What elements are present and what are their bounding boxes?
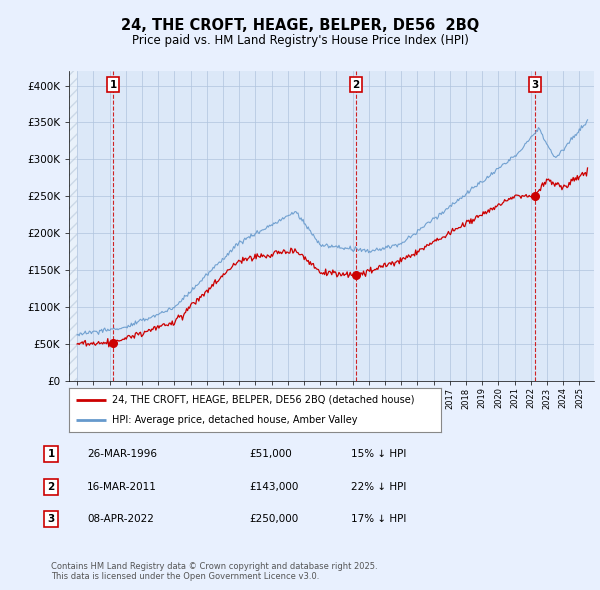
Text: 24, THE CROFT, HEAGE, BELPER, DE56 2BQ (detached house): 24, THE CROFT, HEAGE, BELPER, DE56 2BQ (… [112,395,414,405]
Text: £143,000: £143,000 [249,482,298,491]
Text: £250,000: £250,000 [249,514,298,524]
Text: 26-MAR-1996: 26-MAR-1996 [87,450,157,459]
Text: 1: 1 [47,450,55,459]
Bar [69,71,77,381]
Text: 2: 2 [352,80,359,90]
Text: 16-MAR-2011: 16-MAR-2011 [87,482,157,491]
Text: 15% ↓ HPI: 15% ↓ HPI [351,450,406,459]
Text: 17% ↓ HPI: 17% ↓ HPI [351,514,406,524]
Text: 24, THE CROFT, HEAGE, BELPER, DE56  2BQ: 24, THE CROFT, HEAGE, BELPER, DE56 2BQ [121,18,479,32]
Text: 3: 3 [47,514,55,524]
Text: HPI: Average price, detached house, Amber Valley: HPI: Average price, detached house, Ambe… [112,415,357,425]
Text: 1: 1 [110,80,117,90]
Text: 22% ↓ HPI: 22% ↓ HPI [351,482,406,491]
Text: 08-APR-2022: 08-APR-2022 [87,514,154,524]
Text: £51,000: £51,000 [249,450,292,459]
Text: Price paid vs. HM Land Registry's House Price Index (HPI): Price paid vs. HM Land Registry's House … [131,34,469,47]
Text: 3: 3 [532,80,539,90]
Text: Contains HM Land Registry data © Crown copyright and database right 2025.
This d: Contains HM Land Registry data © Crown c… [51,562,377,581]
Text: 2: 2 [47,482,55,491]
